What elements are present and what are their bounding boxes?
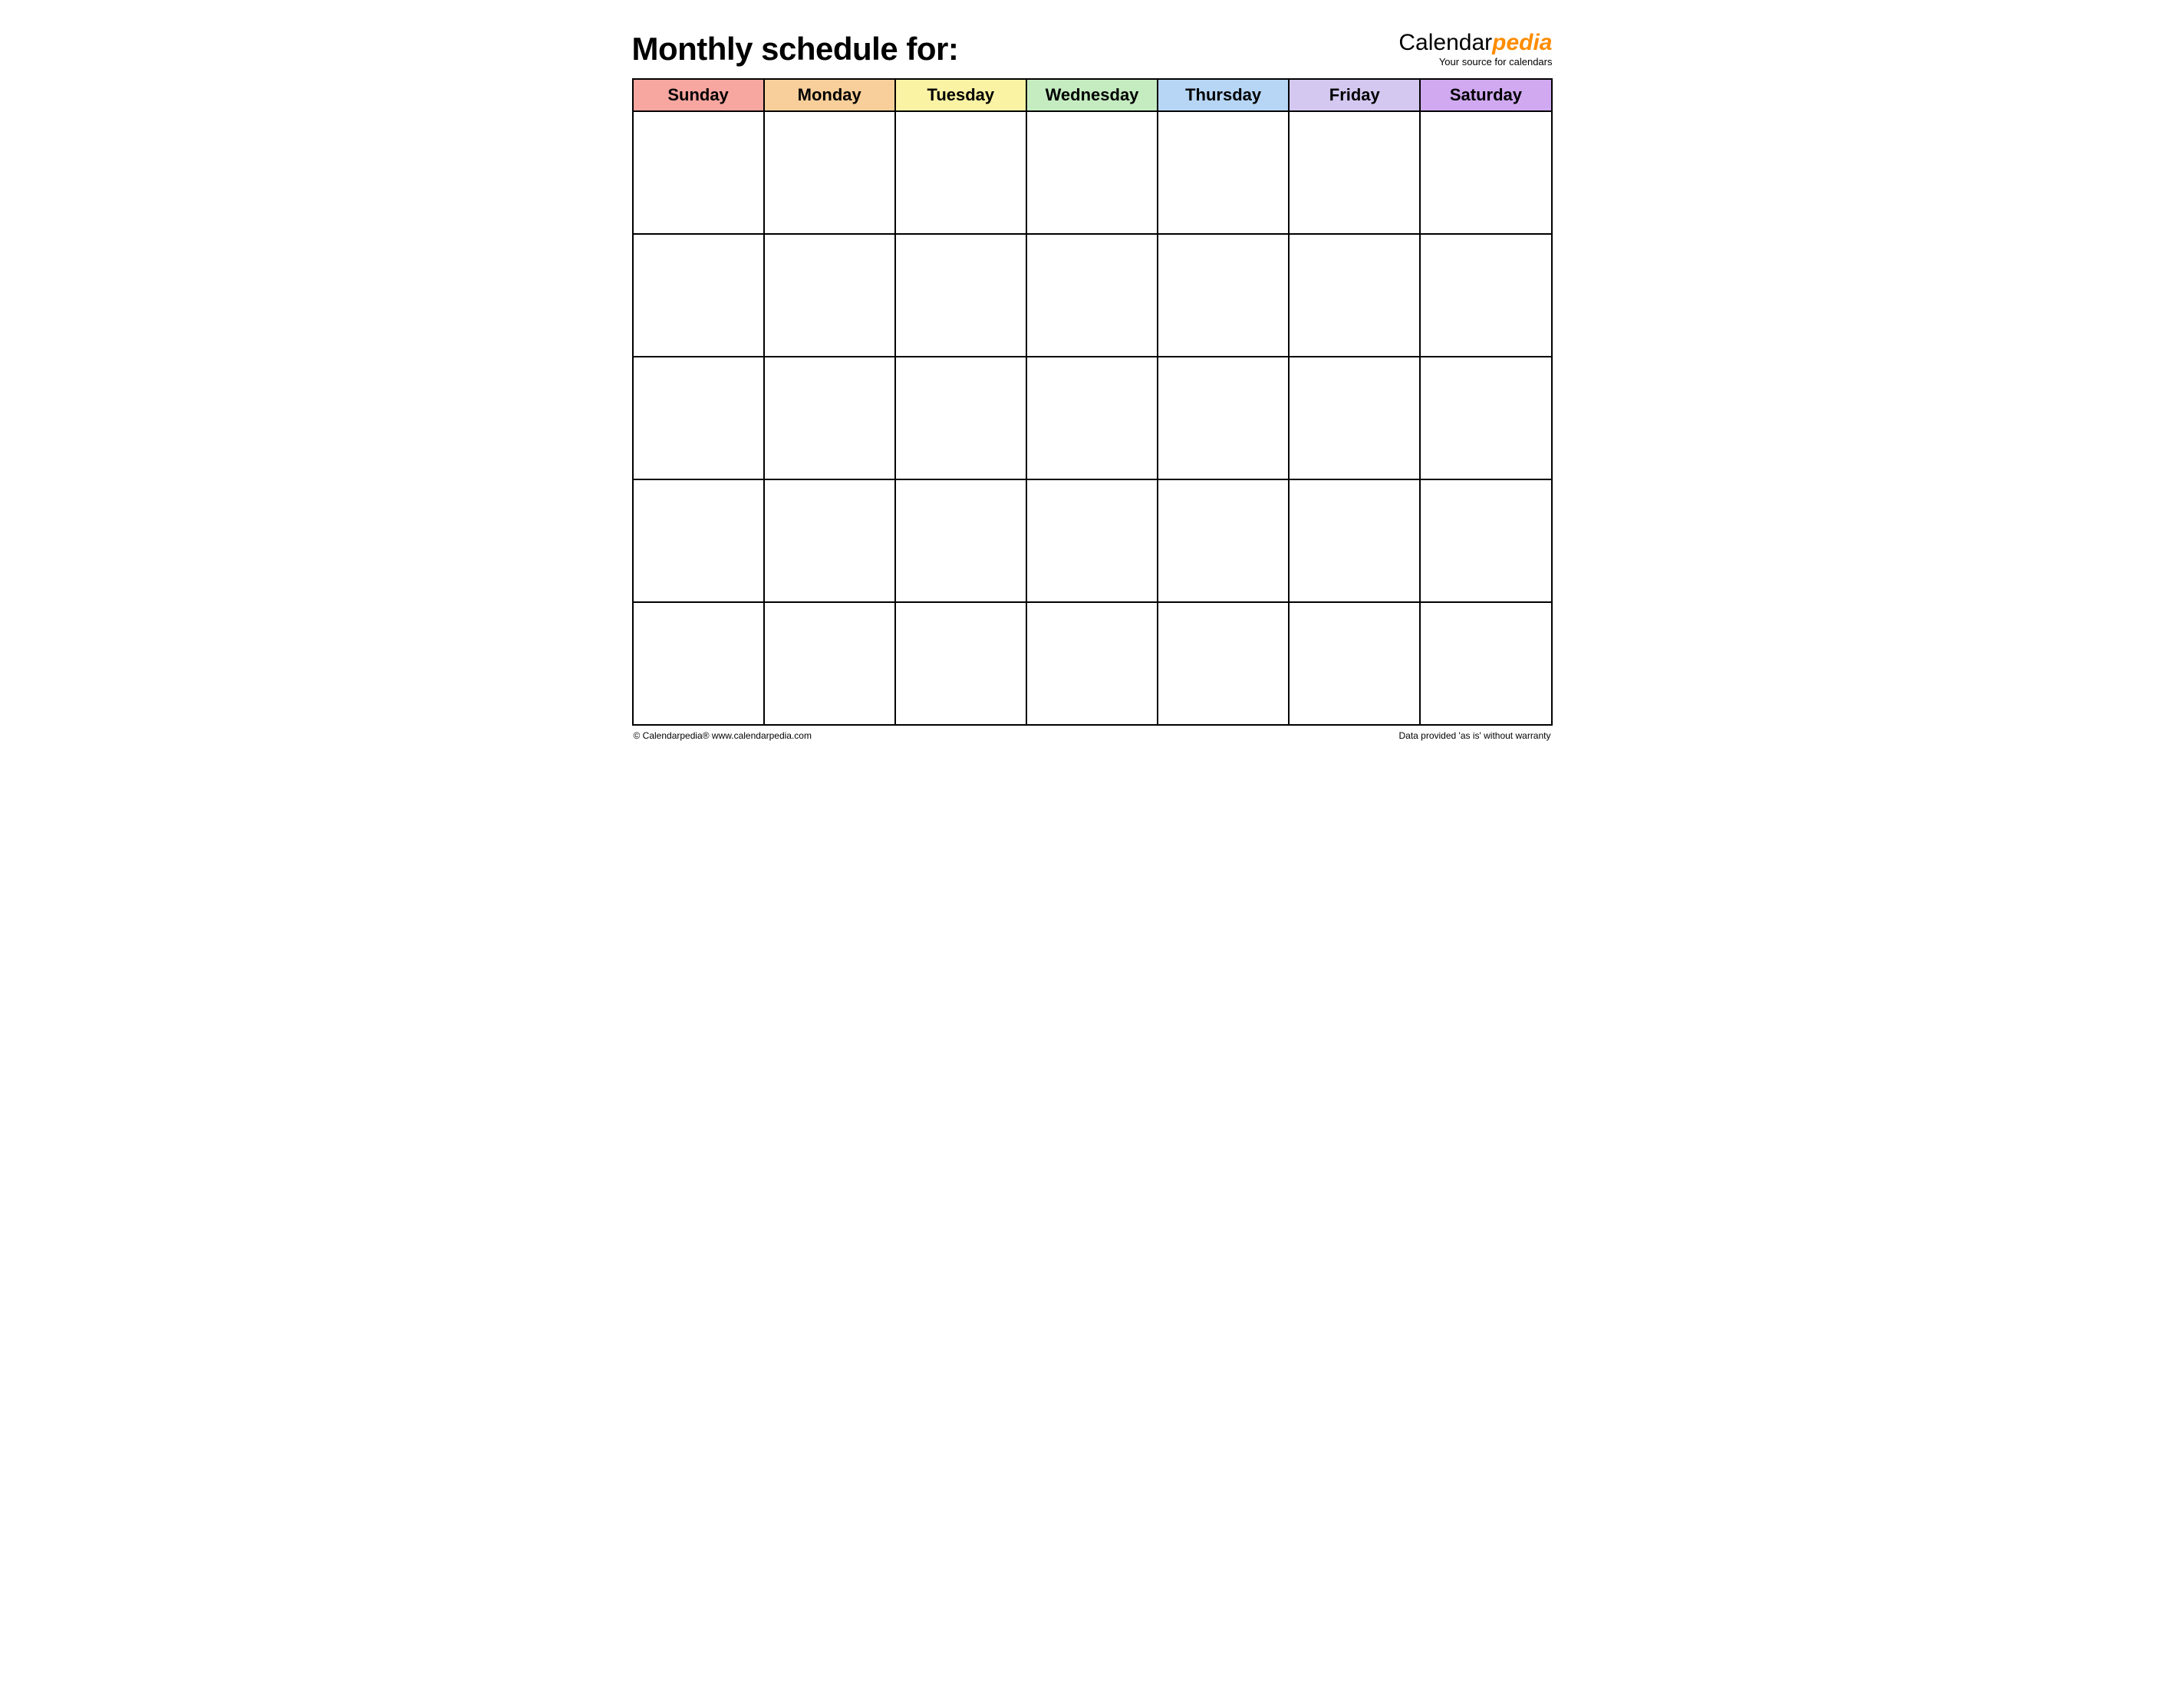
calendar-grid: Sunday Monday Tuesday Wednesday Thursday… [632, 78, 1553, 726]
day-header-monday: Monday [764, 79, 895, 111]
calendar-cell[interactable] [1289, 357, 1420, 479]
day-header-tuesday: Tuesday [895, 79, 1026, 111]
calendar-cell[interactable] [1420, 357, 1551, 479]
calendar-week-row [633, 602, 1552, 725]
header: Monthly schedule for: Calendarpedia Your… [632, 31, 1553, 78]
footer-disclaimer: Data provided 'as is' without warranty [1398, 730, 1550, 741]
footer-copyright: © Calendarpedia® www.calendarpedia.com [634, 730, 812, 741]
brand-block: Calendarpedia Your source for calendars [1398, 31, 1552, 67]
calendar-cell[interactable] [1026, 234, 1158, 357]
calendar-cell[interactable] [1420, 479, 1551, 602]
calendar-cell[interactable] [764, 357, 895, 479]
brand-prefix: Calendar [1398, 30, 1492, 55]
calendar-cell[interactable] [1158, 111, 1289, 234]
calendar-cell[interactable] [764, 234, 895, 357]
calendar-cell[interactable] [633, 111, 764, 234]
calendar-cell[interactable] [1289, 602, 1420, 725]
calendar-cell[interactable] [764, 479, 895, 602]
calendar-week-row [633, 479, 1552, 602]
calendar-cell[interactable] [1026, 111, 1158, 234]
day-header-friday: Friday [1289, 79, 1420, 111]
day-header-sunday: Sunday [633, 79, 764, 111]
calendar-cell[interactable] [764, 111, 895, 234]
calendar-cell[interactable] [1158, 479, 1289, 602]
calendar-cell[interactable] [633, 234, 764, 357]
calendar-cell[interactable] [1158, 234, 1289, 357]
brand-tagline: Your source for calendars [1398, 57, 1552, 68]
calendar-cell[interactable] [1420, 111, 1551, 234]
calendar-week-row [633, 111, 1552, 234]
day-header-thursday: Thursday [1158, 79, 1289, 111]
calendar-cell[interactable] [1289, 111, 1420, 234]
calendar-cell[interactable] [1420, 602, 1551, 725]
calendar-cell[interactable] [1026, 479, 1158, 602]
calendar-cell[interactable] [895, 602, 1026, 725]
calendar-cell[interactable] [633, 602, 764, 725]
calendar-cell[interactable] [1026, 357, 1158, 479]
calendar-cell[interactable] [895, 479, 1026, 602]
calendar-cell[interactable] [1289, 479, 1420, 602]
day-header-saturday: Saturday [1420, 79, 1551, 111]
calendar-week-row [633, 357, 1552, 479]
page: Monthly schedule for: Calendarpedia Your… [632, 31, 1553, 741]
calendar-header-row: Sunday Monday Tuesday Wednesday Thursday… [633, 79, 1552, 111]
calendar-cell[interactable] [1289, 234, 1420, 357]
calendar-cell[interactable] [895, 234, 1026, 357]
calendar-cell[interactable] [895, 111, 1026, 234]
calendar-week-row [633, 234, 1552, 357]
calendar-cell[interactable] [1158, 357, 1289, 479]
calendar-body [633, 111, 1552, 725]
calendar-cell[interactable] [895, 357, 1026, 479]
day-header-wednesday: Wednesday [1026, 79, 1158, 111]
calendar-cell[interactable] [633, 357, 764, 479]
calendar-cell[interactable] [1026, 602, 1158, 725]
calendar-cell[interactable] [1420, 234, 1551, 357]
brand-name: Calendarpedia [1398, 31, 1552, 55]
calendar-cell[interactable] [764, 602, 895, 725]
calendar-cell[interactable] [633, 479, 764, 602]
brand-accent: pedia [1492, 30, 1552, 55]
footer: © Calendarpedia® www.calendarpedia.com D… [632, 726, 1553, 741]
calendar-cell[interactable] [1158, 602, 1289, 725]
page-title: Monthly schedule for: [632, 31, 959, 68]
